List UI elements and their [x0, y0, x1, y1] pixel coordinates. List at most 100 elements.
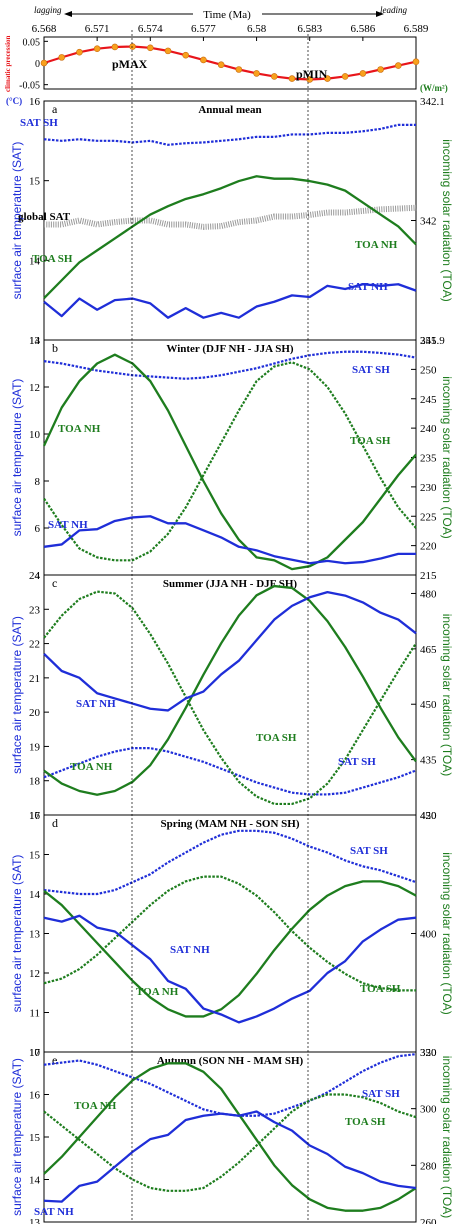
right-tick-label: 342: [420, 216, 437, 228]
left-tick-label: 14: [29, 889, 41, 901]
panel-title: Annual mean: [198, 104, 261, 116]
right-tick-label: 341.9: [420, 335, 445, 347]
left-tick-label: 10: [29, 429, 41, 441]
series-line: [43, 123, 416, 146]
series-line: [43, 1110, 417, 1203]
leading-note: leading: [380, 5, 407, 15]
series-label: TOA NH: [74, 1100, 117, 1112]
right-tick-label: 280: [420, 1160, 437, 1172]
series-line: [43, 515, 416, 565]
left-axis-label: surface air temperature (SAT): [10, 379, 24, 537]
panel-letter: b: [52, 341, 58, 355]
left-tick-label: 14: [29, 1175, 41, 1187]
panel-e: 17 16 15 14 13 320 300 280 260 e Autumn (SON NH - …: [10, 1047, 454, 1224]
time-tick-label: 6.568: [32, 23, 57, 35]
right-axis-label: incoming solar radiation (TOA): [440, 1056, 454, 1219]
left-tick-label: 15: [29, 850, 41, 862]
left-axis-label: surface air temperature (SAT): [10, 142, 24, 300]
precession-point: [200, 56, 207, 64]
left-tick-label: 8: [35, 476, 41, 488]
left-tick-label: 15: [29, 176, 41, 188]
right-tick-label: 342.1: [420, 96, 445, 108]
precession-point: [288, 75, 296, 82]
panel-title: Winter (DJF NH - JJA SH): [166, 343, 294, 355]
left-tick-label: 24: [29, 570, 41, 582]
precession-point: [341, 73, 349, 80]
left-tick-label: 15: [29, 1132, 41, 1144]
panel-d: 16 15 14 13 12 11 10 450 400 350 d Spring (MAM NH -…: [10, 810, 454, 1059]
series-line: [43, 829, 417, 896]
series-line: [43, 361, 417, 562]
right-tick-label: 300: [420, 1104, 437, 1116]
series-line: [43, 175, 417, 299]
pmax-label: pMAX: [112, 57, 148, 71]
right-tick-label: 400: [420, 929, 437, 941]
panel-c: 24 23 22 21 20 19 18 17 480 465 450 435 420 c Summer (…: [10, 570, 454, 822]
lagging-note: lagging: [34, 5, 62, 15]
series-label: TOA SH: [32, 253, 73, 265]
panel-letter: d: [52, 816, 58, 830]
precession-point: [412, 58, 420, 66]
series-label: SAT SH: [362, 1088, 400, 1100]
pmin-label: pMIN: [296, 67, 328, 81]
right-tick-label: 220: [420, 541, 437, 553]
precession-point: [217, 61, 225, 69]
left-tick-label: 4: [35, 570, 41, 582]
series-line: [43, 590, 417, 712]
right-tick-label: 420: [420, 810, 437, 822]
left-axis-label: surface air temperature (SAT): [10, 855, 24, 1013]
left-tick-label: 17: [29, 1047, 41, 1059]
time-tick-labels: 6.568 6.571 6.574 6.577 6.58 6.583 6.586 6.589: [32, 23, 429, 41]
right-axis-label: incoming solar radiation (TOA): [440, 852, 454, 1015]
series-label: TOA SH: [360, 983, 401, 995]
precession-point: [40, 59, 48, 67]
series-line: [43, 1062, 417, 1212]
precession-line: [43, 45, 417, 81]
precession-tick-label: -0.05: [19, 81, 40, 92]
left-tick-label: 14: [29, 335, 41, 347]
series-label: SAT NH: [348, 281, 388, 293]
series-label: TOA NH: [58, 423, 101, 435]
left-tick-label: 12: [29, 382, 40, 394]
time-tick-label: 6.58: [247, 23, 267, 35]
precession-point: [129, 43, 136, 50]
precession-point: [377, 66, 384, 73]
precession-ylabel: climatic precession: [4, 35, 12, 92]
left-tick-label: 16: [29, 1090, 41, 1102]
time-axis-header: lagging leading Time (Ma) 6.568 6.571 6.57…: [32, 5, 429, 41]
series-label: SAT NH: [76, 698, 116, 710]
left-tick-label: 12: [29, 968, 40, 980]
left-tick-label: 18: [29, 776, 41, 788]
right-axis-label: incoming solar radiation (TOA): [440, 139, 454, 302]
left-unit-label: (°C): [6, 96, 22, 106]
precession-point: [58, 54, 66, 61]
right-tick-label: 465: [420, 644, 437, 656]
left-tick-label: 23: [29, 604, 41, 616]
right-tick-label: 215: [420, 570, 437, 582]
panel-title: Spring (MAM NH - SON SH): [160, 818, 299, 830]
series-line: [43, 880, 417, 1018]
right-tick-label: 450: [420, 699, 437, 711]
left-tick-label: 13: [29, 335, 41, 347]
right-tick-label: 260: [420, 1217, 437, 1224]
left-tick-label: 16: [29, 96, 41, 108]
precession-point: [324, 75, 331, 82]
right-tick-label: 480: [420, 588, 437, 600]
precession-point: [394, 62, 402, 69]
right-tick-label: 350: [420, 1047, 437, 1059]
precession-point: [270, 73, 278, 80]
precession-point: [253, 70, 260, 77]
right-tick-label: 230: [420, 482, 437, 494]
left-axis-label: surface air temperature (SAT): [10, 1058, 24, 1216]
precession-tick-label: 0.05: [23, 37, 41, 48]
panel-title: Summer (JJA NH - DJF SH): [163, 578, 297, 590]
left-tick-label: 17: [29, 810, 41, 822]
series-label: global SAT: [18, 211, 71, 223]
left-tick-label: 19: [29, 741, 41, 753]
series-line: [43, 584, 417, 796]
time-tick-label: 6.586: [350, 23, 375, 35]
precession-point: [76, 48, 83, 56]
